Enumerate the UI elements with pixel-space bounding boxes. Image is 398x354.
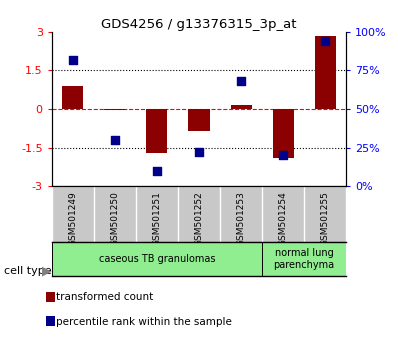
Point (112, 137, 118, 143)
Text: GSM501251: GSM501251 (152, 191, 162, 246)
Text: percentile rank within the sample: percentile rank within the sample (56, 317, 232, 327)
Bar (273, 109, 294, 158)
Bar (262, 242, 346, 276)
Text: GSM501250: GSM501250 (110, 191, 119, 246)
Text: normal lung
parenchyma: normal lung parenchyma (273, 249, 335, 270)
Text: GSM501252: GSM501252 (195, 191, 203, 246)
Text: ▶: ▶ (42, 264, 51, 277)
Point (70, 57, 76, 63)
Bar (62, 86, 83, 109)
Point (196, 149, 202, 155)
Point (238, 79, 244, 84)
Bar (189, 109, 209, 131)
Text: transformed count: transformed count (56, 292, 153, 302)
Text: GSM501253: GSM501253 (236, 191, 246, 246)
Point (154, 168, 160, 174)
Point (280, 153, 286, 158)
Title: GDS4256 / g13376315_3p_at: GDS4256 / g13376315_3p_at (101, 18, 297, 31)
Bar (315, 36, 336, 109)
Text: GSM501254: GSM501254 (279, 191, 288, 246)
Point (322, 38, 328, 44)
Bar (104, 109, 125, 110)
Bar (146, 109, 168, 153)
Text: GSM501249: GSM501249 (68, 191, 77, 246)
Text: caseous TB granulomas: caseous TB granulomas (99, 254, 215, 264)
Bar (52, 242, 262, 276)
Bar (230, 105, 252, 109)
Text: cell type: cell type (4, 266, 52, 276)
Text: GSM501255: GSM501255 (321, 191, 330, 246)
